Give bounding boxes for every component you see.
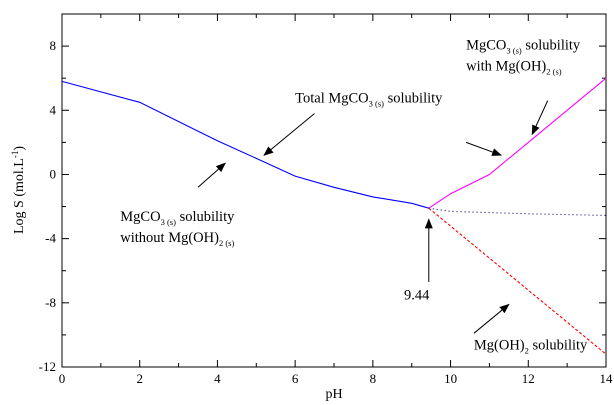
series-line-3 — [428, 207, 607, 216]
x-tick-label: 0 — [59, 371, 66, 386]
arrow-without — [197, 162, 226, 188]
y-tick-label: -12 — [39, 359, 56, 374]
arrow-total — [465, 141, 503, 156]
annotation-total: Total MgCO3 (s) solubility — [295, 90, 443, 108]
series-line-1 — [61, 80, 429, 209]
x-tick-label: 12 — [522, 371, 535, 386]
y-axis-label-close: ) — [12, 146, 27, 151]
y-axis-label-sup: -1 — [10, 151, 20, 159]
annotation-with: with Mg(OH)2 (s) — [466, 58, 562, 76]
annotation-mgoh: Mg(OH)2 solubility — [474, 337, 588, 355]
series-line-4 — [428, 207, 607, 355]
arrow-mgoh — [473, 303, 510, 334]
annotation-arrows — [197, 100, 549, 334]
annotation-without: without Mg(OH)2 (s) — [120, 230, 234, 248]
y-tick-label: -4 — [45, 231, 56, 246]
y-tick-label: -8 — [45, 295, 56, 310]
x-axis-label: pH — [325, 387, 342, 402]
annotation-with: MgCO3 (s) solubility — [466, 37, 581, 55]
data-series — [61, 77, 607, 355]
series-line-2 — [428, 77, 607, 209]
x-tick-label: 14 — [600, 371, 614, 386]
x-tick-label: 10 — [444, 371, 457, 386]
x-tick-label: 6 — [292, 371, 299, 386]
arrow-with — [531, 100, 549, 136]
axis-ticks — [61, 14, 607, 368]
annotations: Total MgCO3 (s) solubility MgCO3 (s) solu… — [120, 37, 588, 355]
y-tick-label: 0 — [50, 166, 57, 181]
x-tick-label: 8 — [370, 371, 377, 386]
annotation-ph944: 9.44 — [404, 288, 430, 304]
annotation-without: MgCO3 (s) solubility — [120, 209, 235, 227]
y-axis-label: Log S (mol.L-1) — [10, 146, 27, 234]
tick-labels: 0 2 4 6 8 10 12 14 -12 -8 -4 0 4 8 — [39, 38, 613, 386]
y-tick-label: 8 — [50, 38, 57, 53]
x-tick-label: 2 — [136, 371, 143, 386]
y-tick-label: 4 — [50, 102, 57, 117]
arrow-total — [263, 113, 315, 156]
x-tick-label: 4 — [214, 371, 221, 386]
